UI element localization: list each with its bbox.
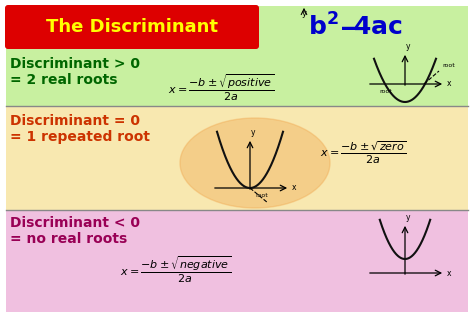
Text: $\mathbf{b^2}$: $\mathbf{b^2}$ xyxy=(308,13,339,41)
Text: Discriminant < 0: Discriminant < 0 xyxy=(10,216,140,230)
Text: $\mathbf{4ac}$: $\mathbf{4ac}$ xyxy=(353,15,402,39)
Text: The Discriminant: The Discriminant xyxy=(46,18,218,36)
Text: y: y xyxy=(251,128,255,137)
Text: x: x xyxy=(292,183,297,192)
FancyBboxPatch shape xyxy=(5,5,259,49)
Text: x: x xyxy=(447,268,452,278)
Ellipse shape xyxy=(180,118,330,208)
FancyBboxPatch shape xyxy=(6,210,468,312)
Text: y: y xyxy=(406,213,410,222)
Text: Discriminant > 0: Discriminant > 0 xyxy=(10,57,140,71)
Text: root: root xyxy=(442,63,455,68)
FancyBboxPatch shape xyxy=(6,6,468,106)
Text: y: y xyxy=(406,42,410,51)
Text: $\mathbf{-}$: $\mathbf{-}$ xyxy=(338,13,360,41)
Text: Discriminant = 0: Discriminant = 0 xyxy=(10,114,140,128)
Text: root: root xyxy=(255,193,268,198)
Text: y: y xyxy=(301,9,307,17)
Text: x: x xyxy=(447,80,452,88)
Text: = 2 real roots: = 2 real roots xyxy=(10,73,118,87)
Text: = 1 repeated root: = 1 repeated root xyxy=(10,130,150,144)
Text: root: root xyxy=(380,89,392,94)
Text: = no real roots: = no real roots xyxy=(10,232,127,246)
Text: $x = \dfrac{-b \pm \sqrt{negative}}{2a}$: $x = \dfrac{-b \pm \sqrt{negative}}{2a}$ xyxy=(120,255,231,285)
Text: $x = \dfrac{-b \pm \sqrt{positive}}{2a}$: $x = \dfrac{-b \pm \sqrt{positive}}{2a}$ xyxy=(168,73,274,103)
FancyBboxPatch shape xyxy=(6,106,468,210)
Text: $x = \dfrac{-b \pm \sqrt{zero}}{2a}$: $x = \dfrac{-b \pm \sqrt{zero}}{2a}$ xyxy=(320,140,407,166)
